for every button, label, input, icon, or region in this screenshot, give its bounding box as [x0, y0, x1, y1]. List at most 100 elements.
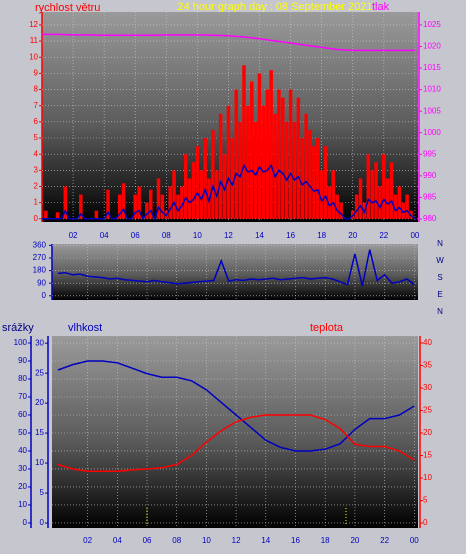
y-tick-label: 2 — [34, 182, 39, 191]
y-tick-label: 4 — [34, 149, 39, 158]
y-tick-label: 1 — [34, 198, 39, 207]
bar — [261, 105, 266, 219]
bar — [55, 212, 60, 219]
y-tick-label: 20 — [18, 482, 27, 491]
line — [42, 33, 415, 52]
x-tick-label: 04 — [100, 231, 109, 240]
y2-tick-label: 1005 — [423, 106, 441, 115]
bar — [316, 138, 320, 219]
bar — [312, 146, 316, 219]
y-tick-label: 80 — [18, 374, 27, 383]
bar — [339, 202, 343, 219]
y3-tick-label: 30 — [35, 338, 44, 347]
bar — [401, 202, 405, 219]
bar — [292, 121, 297, 219]
bar — [327, 186, 332, 219]
bar — [281, 97, 285, 219]
y2-tick-label: 0 — [423, 518, 428, 527]
y-tick-label: 100 — [14, 338, 28, 347]
y-tick-label: 90 — [18, 356, 27, 365]
y-tick-label: 180 — [33, 266, 47, 275]
x-tick-label: 00 — [410, 231, 419, 240]
y-tick-label: 40 — [18, 446, 27, 455]
line — [57, 414, 415, 473]
bar — [393, 194, 398, 219]
x-tick-label: 00 — [410, 536, 419, 545]
x-tick-label: 20 — [348, 231, 357, 240]
y3-tick-label: 20 — [35, 398, 44, 407]
y2-tick-label: 35 — [423, 361, 432, 370]
bar — [172, 170, 176, 219]
y-tick-label: 6 — [34, 117, 39, 126]
bar — [168, 186, 172, 219]
y2-tick-label: 980 — [423, 214, 437, 223]
bar — [331, 170, 336, 219]
bar — [277, 89, 281, 219]
bar — [180, 186, 184, 219]
bar — [145, 202, 149, 219]
bar — [405, 194, 409, 219]
y3-tick-label: 5 — [40, 488, 45, 497]
y-tick-label: 360 — [33, 241, 47, 250]
y3-tick-label: 25 — [35, 368, 44, 377]
compass-label: E — [437, 290, 442, 299]
bar — [354, 194, 359, 219]
y2-tick-label: 1015 — [423, 63, 441, 72]
y3-tick-label: 15 — [35, 428, 44, 437]
x-tick-label: 18 — [317, 231, 326, 240]
compass-label: N — [437, 307, 443, 316]
compass-label: W — [436, 256, 444, 265]
y2-axis-label: teplota — [310, 322, 344, 334]
x-tick-label: 12 — [224, 231, 233, 240]
bar — [137, 186, 141, 219]
y-tick-label: 0 — [34, 214, 39, 223]
y2-tick-label: 990 — [423, 171, 437, 180]
y-tick-label: 8 — [34, 85, 39, 94]
bar — [366, 154, 371, 219]
x-tick-label: 08 — [172, 536, 181, 545]
bar — [230, 138, 235, 219]
bar — [44, 210, 48, 219]
x-tick-label: 02 — [83, 536, 92, 545]
y-tick-label: 3 — [34, 165, 39, 174]
bar — [246, 105, 250, 219]
bar — [106, 189, 110, 219]
plot-area — [52, 244, 418, 300]
bar — [378, 186, 382, 219]
y2-axis-label: tlak — [372, 1, 390, 13]
x-tick-label: 12 — [232, 536, 241, 545]
bar — [288, 89, 293, 219]
bar — [300, 138, 304, 219]
y-tick-label: 70 — [18, 392, 27, 401]
bar — [304, 113, 308, 219]
bar — [79, 194, 83, 219]
line — [57, 249, 415, 287]
y-axis-label: vlhkost — [68, 322, 102, 334]
compass-label: S — [437, 273, 442, 282]
bar — [238, 121, 242, 219]
x-tick-label: 16 — [286, 231, 295, 240]
x-tick-label: 22 — [379, 231, 388, 240]
y-tick-label: 60 — [18, 410, 27, 419]
bar — [218, 113, 223, 219]
line — [42, 163, 416, 221]
y3-tick-label: 0 — [40, 518, 45, 527]
y-tick-label: 10 — [18, 500, 27, 509]
y-tick-label: 50 — [18, 428, 27, 437]
bar — [370, 170, 374, 219]
bar — [187, 178, 192, 219]
bar — [203, 138, 207, 219]
bar — [296, 97, 301, 219]
y-tick-label: 5 — [34, 133, 39, 142]
x-tick-label: 06 — [131, 231, 140, 240]
bar — [308, 129, 312, 219]
plot-area — [52, 336, 418, 528]
y-tick-label: 30 — [18, 464, 27, 473]
y-tick-label: 12 — [29, 20, 38, 29]
y-tick-label: 0 — [42, 291, 47, 300]
bar — [63, 186, 68, 219]
bar — [195, 146, 200, 219]
y3-tick-label: 10 — [35, 458, 44, 467]
bar — [226, 105, 231, 219]
